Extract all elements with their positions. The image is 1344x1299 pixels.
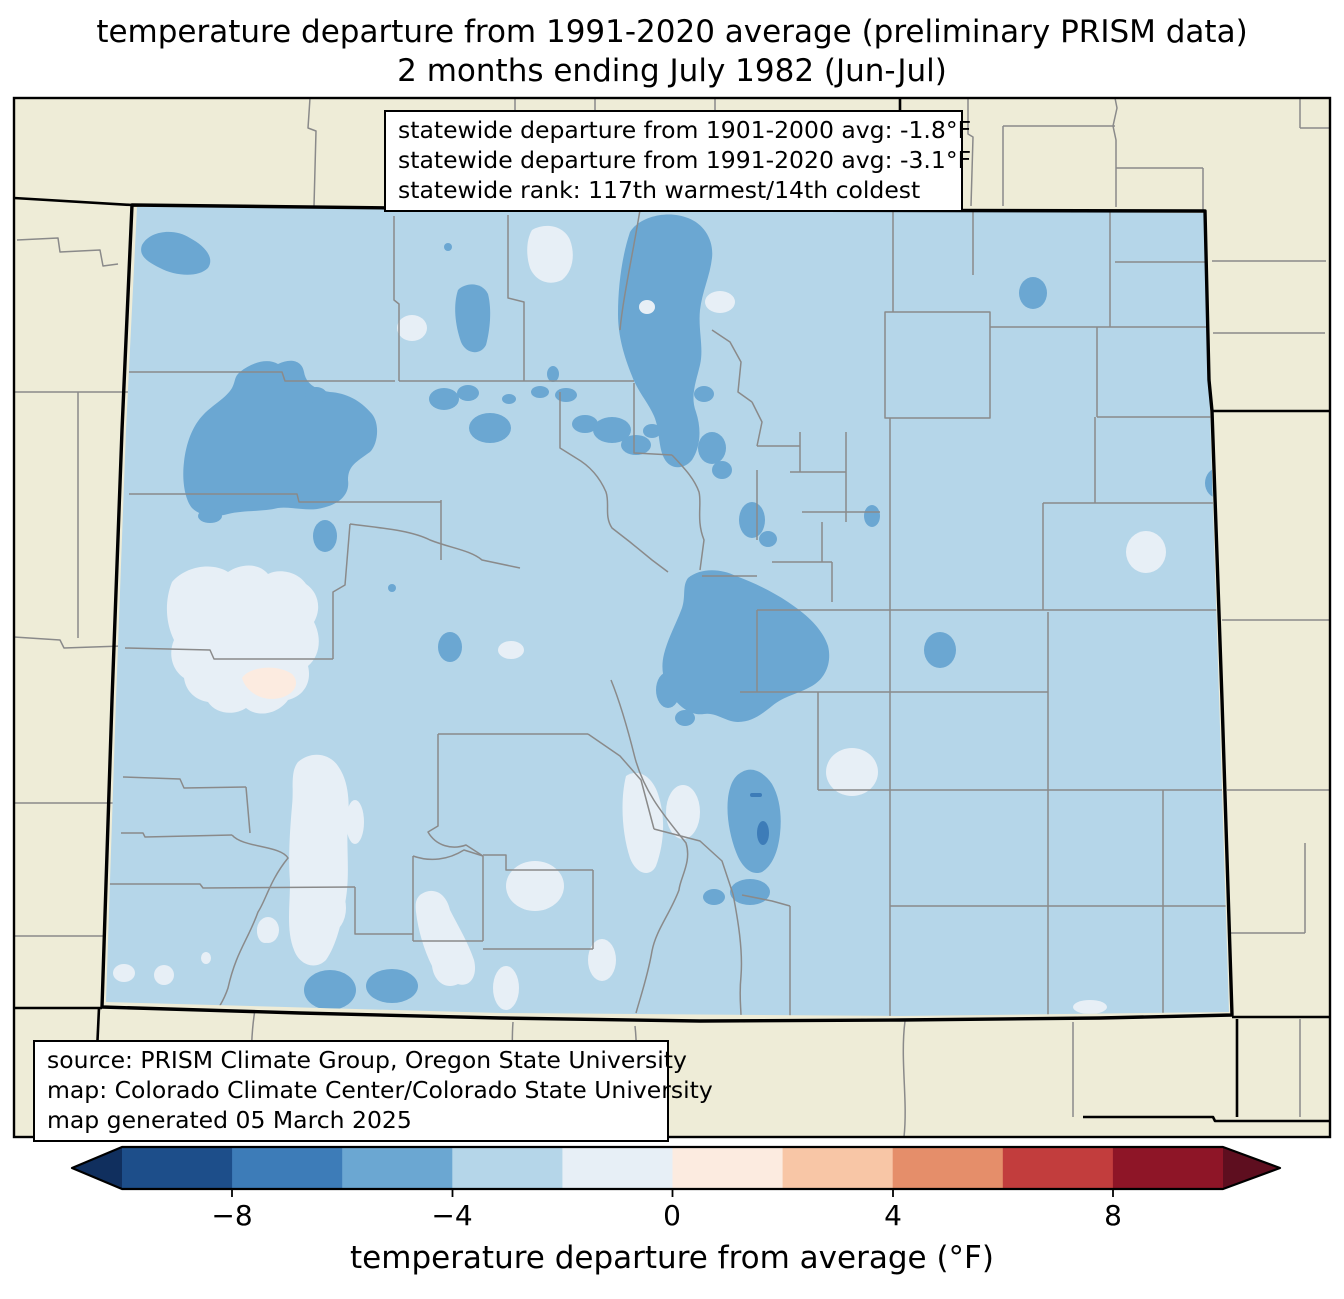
- colorbar-segment: [782, 1147, 894, 1189]
- patch-warm-zero-plus2: [242, 667, 296, 699]
- colorbar-segment: [672, 1147, 784, 1189]
- colorbar-tick-minus4: −4: [431, 1199, 473, 1232]
- patches-coldest-minus8-minus6: [750, 793, 769, 845]
- colorbar-segment: [232, 1147, 343, 1189]
- colorbar-segment: [122, 1147, 233, 1189]
- colorbar-segment: [342, 1147, 453, 1189]
- colorbar-tick-plus8: 8: [1104, 1199, 1122, 1232]
- colorbar-tick-zero: 0: [663, 1199, 681, 1232]
- colorbar-tick-minus8: −8: [211, 1199, 253, 1232]
- colorbar-under-arrow: [72, 1147, 122, 1189]
- generated-date-line: map generated 05 March 2025: [47, 1106, 412, 1134]
- axes-frame: [12, 96, 1332, 1139]
- map-title-line2: 2 months ending July 1982 (Jun-Jul): [397, 53, 947, 89]
- colorado-base-fill: [106, 207, 1229, 1016]
- colorbar-segment: [1112, 1147, 1223, 1189]
- colorbar-tick-marks: [231, 1189, 1114, 1197]
- colorbar-segment: [1002, 1147, 1114, 1189]
- stats-line-rank: statewide rank: 117th warmest/14th colde…: [398, 176, 921, 204]
- colorado-state-border: [100, 203, 1234, 1023]
- colorbar-segment: [452, 1147, 563, 1189]
- colorbar: [70, 1145, 1282, 1197]
- colorbar-tick-plus4: 4: [884, 1199, 902, 1232]
- colorbar-segment: [562, 1147, 674, 1189]
- patches-cold-minus6-minus4: [141, 214, 1229, 1010]
- colorado-county-lines: [106, 209, 1228, 1016]
- colorbar-over-arrow: [1223, 1147, 1280, 1189]
- statewide-stats-box: statewide departure from 1901-2000 avg: …: [384, 110, 972, 212]
- colorbar-axis-label: temperature departure from average (°F): [350, 1240, 994, 1276]
- source-attribution-box: source: PRISM Climate Group, Oregon Stat…: [33, 1040, 713, 1142]
- stats-line-1991-2020: statewide departure from 1991-2020 avg: …: [398, 146, 972, 174]
- map-credit-line: map: Colorado Climate Center/Colorado St…: [47, 1076, 713, 1104]
- colorbar-outline: [70, 1145, 1282, 1191]
- stats-line-1901-2000: statewide departure from 1901-2000 avg: …: [398, 116, 972, 144]
- map-title-line1: temperature departure from 1991-2020 ave…: [96, 14, 1248, 50]
- source-line: source: PRISM Climate Group, Oregon Stat…: [47, 1046, 687, 1074]
- colorbar-segment: [892, 1147, 1004, 1189]
